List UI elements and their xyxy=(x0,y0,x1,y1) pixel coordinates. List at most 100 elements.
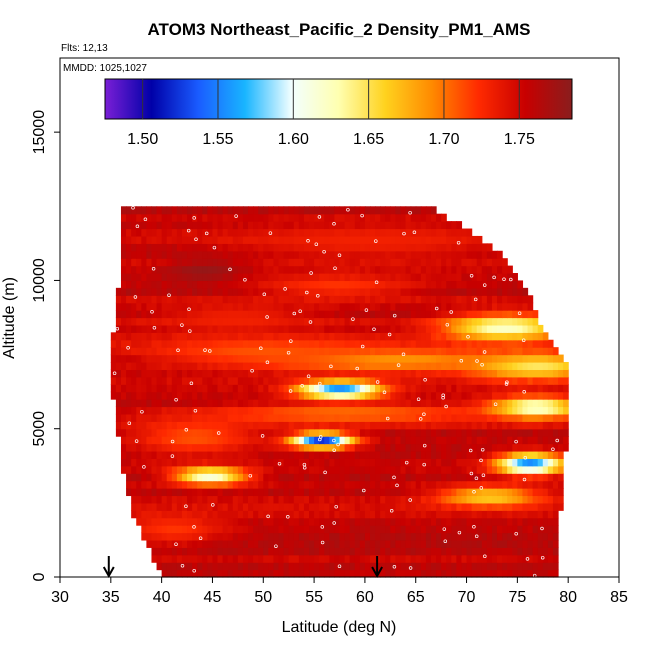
heatmap-cell xyxy=(451,250,457,259)
heatmap-cell xyxy=(181,443,188,452)
heatmap-cell xyxy=(207,495,214,504)
heatmap-cell xyxy=(359,221,366,230)
x-tick-label: 65 xyxy=(407,589,425,606)
sample-point xyxy=(442,527,447,531)
heatmap-cell xyxy=(527,539,534,548)
heatmap-cell xyxy=(527,361,534,370)
heatmap-cell xyxy=(507,465,513,474)
heatmap-cell xyxy=(415,480,422,489)
heatmap-cell xyxy=(253,532,259,541)
heatmap-cell xyxy=(395,369,402,378)
heatmap-cell xyxy=(436,413,442,422)
heatmap-cell xyxy=(552,376,559,385)
heatmap-cell xyxy=(192,399,198,408)
heatmap-cell xyxy=(156,361,163,370)
heatmap-cell xyxy=(309,339,315,348)
heatmap-cell xyxy=(385,287,391,296)
heatmap-cell xyxy=(405,228,412,237)
heatmap-cell xyxy=(491,250,498,259)
heatmap-cell xyxy=(227,273,234,282)
heatmap-cell xyxy=(217,376,224,385)
heatmap-cell xyxy=(253,324,259,333)
heatmap-cell xyxy=(288,332,295,341)
heatmap-cell xyxy=(405,221,412,230)
heatmap-cell xyxy=(136,473,142,482)
heatmap-cell xyxy=(278,406,285,415)
heatmap-cell xyxy=(298,339,305,348)
heatmap-cell xyxy=(517,369,524,378)
heatmap-cell xyxy=(420,428,427,437)
sample-point xyxy=(332,438,336,443)
heatmap-cell xyxy=(217,443,224,452)
heatmap-cell xyxy=(197,265,203,274)
heatmap-cell xyxy=(349,562,356,571)
heatmap-cell xyxy=(181,339,188,348)
heatmap-cell xyxy=(537,436,544,445)
heatmap-cell xyxy=(451,532,457,541)
heatmap-cell xyxy=(436,517,442,526)
heatmap-cell xyxy=(354,206,361,215)
heatmap-cell xyxy=(430,569,437,578)
heatmap-cell xyxy=(263,302,269,311)
heatmap-cell xyxy=(364,428,371,437)
heatmap-cell xyxy=(253,539,259,548)
heatmap-cell xyxy=(263,369,269,378)
heatmap-cell xyxy=(151,287,158,296)
heatmap-cell xyxy=(141,517,147,526)
heatmap-cell xyxy=(329,480,336,489)
heatmap-cell xyxy=(410,369,417,378)
heatmap-cell xyxy=(385,495,391,504)
heatmap-cell xyxy=(359,347,366,356)
heatmap-cell xyxy=(542,369,549,378)
heatmap-cell xyxy=(451,443,457,452)
heatmap-cell xyxy=(309,287,315,296)
heatmap-cell xyxy=(258,339,264,348)
heatmap-cell xyxy=(446,399,452,408)
heatmap-cell xyxy=(120,428,127,437)
heatmap-cell xyxy=(512,332,518,341)
heatmap-cell xyxy=(263,539,269,548)
heatmap-cell xyxy=(329,428,336,437)
heatmap-cell xyxy=(126,265,132,274)
heatmap-cell xyxy=(507,287,513,296)
heatmap-cell xyxy=(324,473,330,482)
heatmap-cell xyxy=(456,450,463,459)
heatmap-cell xyxy=(253,280,259,289)
heatmap-cell xyxy=(410,221,417,230)
heatmap-cell xyxy=(324,539,330,548)
heatmap-cell xyxy=(522,332,529,341)
heatmap-cell xyxy=(248,310,254,319)
heatmap-cell xyxy=(202,354,208,363)
heatmap-cell xyxy=(456,287,463,296)
heatmap-cell xyxy=(166,569,173,578)
heatmap-cell xyxy=(283,436,290,445)
heatmap-cell xyxy=(181,369,188,378)
heatmap-cell xyxy=(176,317,183,326)
heatmap-cell xyxy=(542,502,549,511)
heatmap-cell xyxy=(212,213,219,222)
heatmap-cell xyxy=(131,243,137,252)
heatmap-cell xyxy=(141,354,147,363)
heatmap-cell xyxy=(314,391,320,400)
heatmap-cell xyxy=(481,450,488,459)
heatmap-cell xyxy=(197,354,203,363)
heatmap-cell xyxy=(364,347,371,356)
heatmap-cell xyxy=(349,369,356,378)
heatmap-cell xyxy=(303,265,310,274)
heatmap-cell xyxy=(425,450,432,459)
heatmap-cell xyxy=(415,421,422,430)
heatmap-cell xyxy=(436,562,442,571)
heatmap-cell xyxy=(415,406,422,415)
heatmap-cell xyxy=(319,465,325,474)
heatmap-cell xyxy=(547,376,554,385)
heatmap-cell xyxy=(136,243,142,252)
heatmap-cell xyxy=(131,443,137,452)
heatmap-cell xyxy=(415,413,422,422)
heatmap-cell xyxy=(202,332,208,341)
heatmap-cell xyxy=(380,235,386,244)
heatmap-cell xyxy=(156,273,163,282)
heatmap-cell xyxy=(278,458,285,467)
heatmap-cell xyxy=(314,510,320,519)
heatmap-cell xyxy=(120,206,127,215)
heatmap-cell xyxy=(237,250,244,259)
